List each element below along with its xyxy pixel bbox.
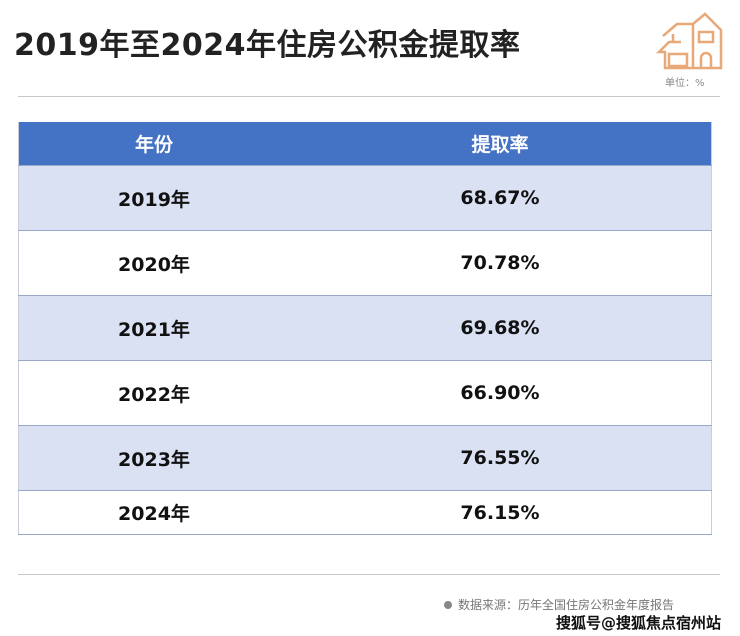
rate-cell: 66.90% (289, 360, 712, 426)
divider (18, 574, 720, 575)
rate-cell: 69.68% (289, 295, 712, 361)
table-row: 2020年 70.78% (18, 230, 712, 296)
year-cell: 2019年 (18, 165, 289, 231)
table-row: 2024年 76.15% (18, 490, 712, 535)
table-row: 2021年 69.68% (18, 295, 712, 361)
source-text: 数据来源：历年全国住房公积金年度报告 (458, 598, 675, 612)
table-row: 2019年 68.67% (18, 165, 712, 231)
year-cell: 2024年 (18, 490, 289, 535)
table-row: 2023年 76.55% (18, 425, 712, 491)
rate-cell: 76.15% (289, 490, 712, 535)
header-rate: 提取率 (289, 122, 712, 166)
year-cell: 2022年 (18, 360, 289, 426)
table-header: 年份 提取率 (18, 122, 712, 166)
table-row: 2022年 66.90% (18, 360, 712, 426)
divider (18, 96, 720, 97)
year-cell: 2020年 (18, 230, 289, 296)
rate-cell: 70.78% (289, 230, 712, 296)
year-cell: 2023年 (18, 425, 289, 491)
watermark: 搜狐号@搜狐焦点宿州站 (556, 614, 722, 632)
source-note: 数据来源：历年全国住房公积金年度报告 (444, 596, 674, 613)
unit-label: 单位：% (665, 78, 705, 89)
rate-cell: 76.55% (289, 425, 712, 491)
header-year: 年份 (18, 122, 289, 166)
house-icon (655, 12, 723, 70)
page-title: 2019年至2024年住房公积金提取率 (14, 28, 521, 63)
rate-cell: 68.67% (289, 165, 712, 231)
data-table: 年份 提取率 2019年 68.67% 2020年 70.78% 2021年 69.68%… (18, 122, 712, 535)
year-cell: 2021年 (18, 295, 289, 361)
bullet-icon (444, 601, 452, 609)
